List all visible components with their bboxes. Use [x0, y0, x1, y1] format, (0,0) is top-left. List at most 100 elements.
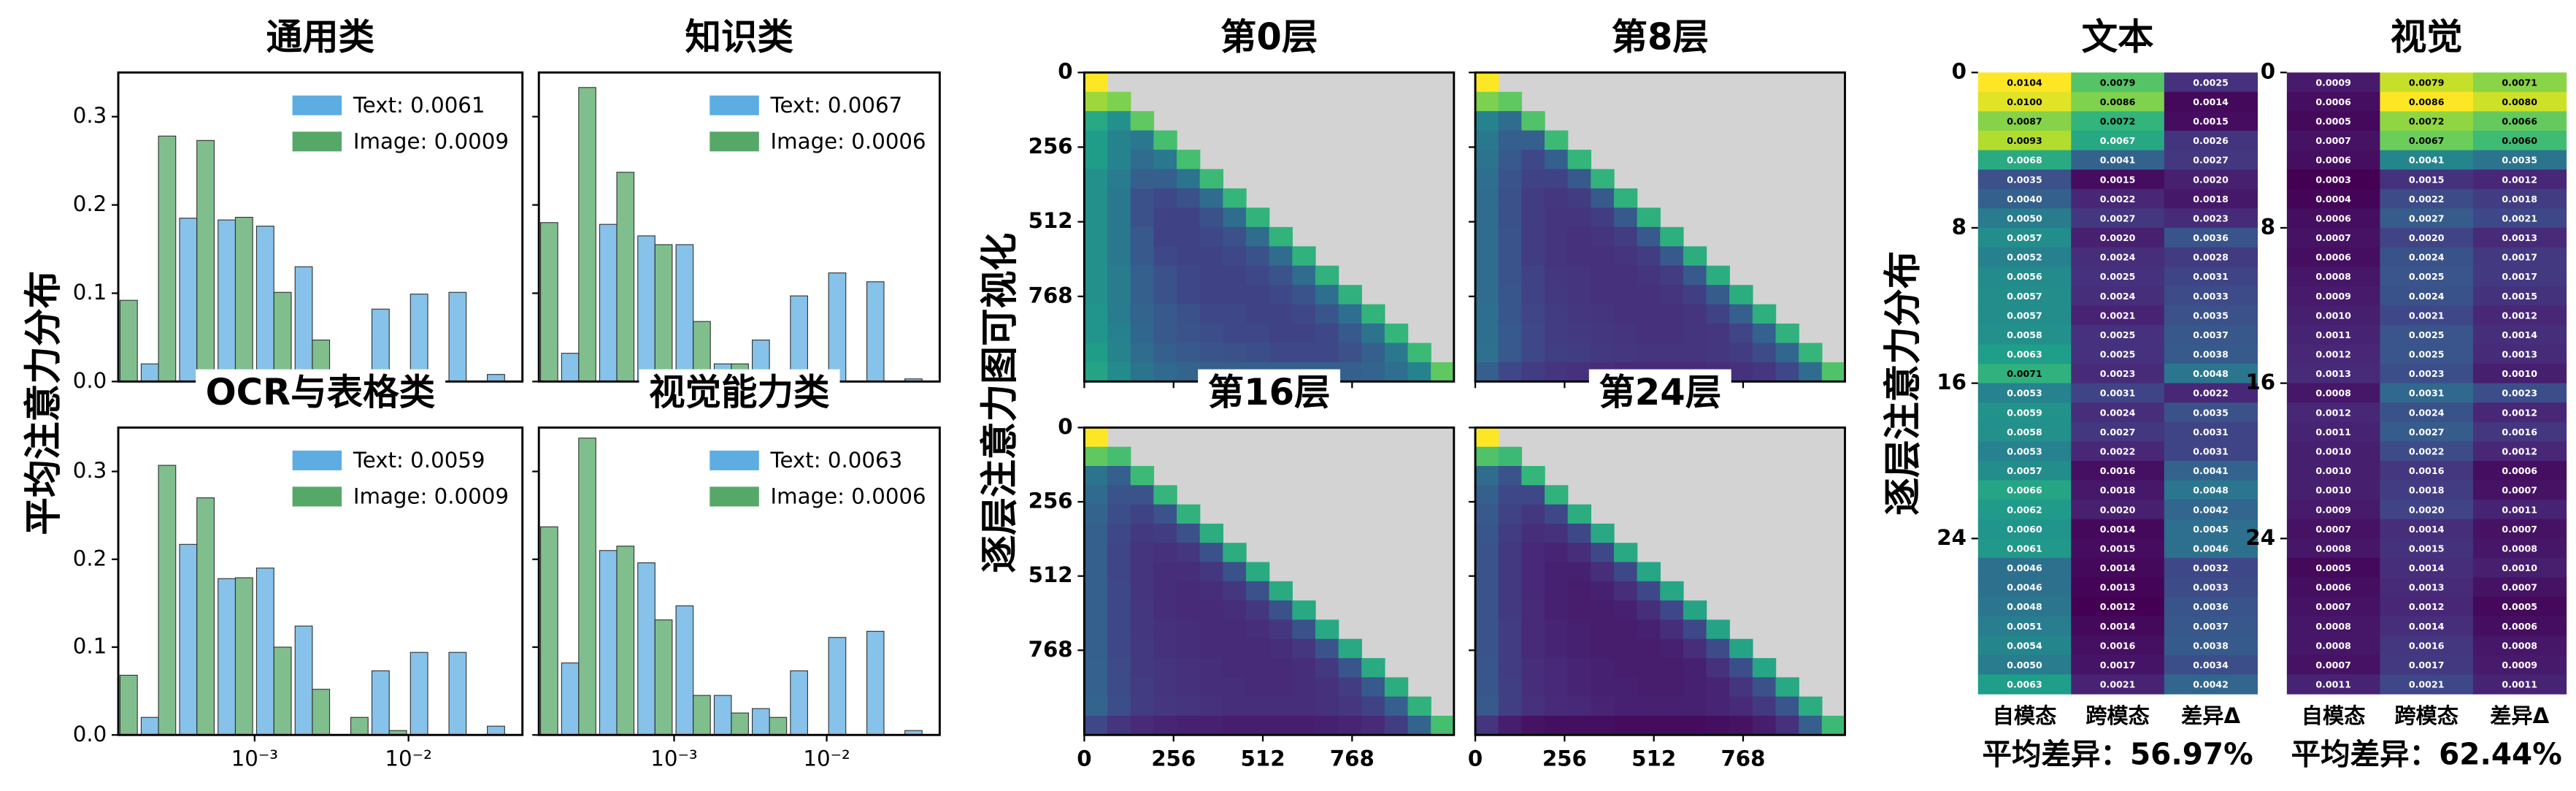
- cell-label: 0.0022: [2100, 446, 2136, 456]
- heatmap-cell: [1177, 677, 1201, 698]
- cell-label: 0.0021: [2100, 679, 2136, 690]
- heatmap-cell: [1545, 188, 1569, 209]
- heatmap-cell: [1431, 715, 1455, 735]
- y-tick-label: 0.2: [73, 546, 107, 570]
- heatmap-cell: [1130, 130, 1155, 150]
- y-tick-label: 0.0: [73, 722, 107, 746]
- cell-label: 0.0009: [2315, 77, 2351, 88]
- heatmap-cell: [1521, 207, 1545, 228]
- table-cell: [2472, 227, 2567, 248]
- heatmap-cell: [1775, 696, 1799, 717]
- heatmap-cell: [1084, 485, 1108, 505]
- heatmap-cell: [1521, 111, 1545, 131]
- heatmap-cell: [1799, 715, 1823, 735]
- heatmap-cell: [1475, 324, 1499, 344]
- heatmap-cell: [1407, 362, 1431, 383]
- cell-label: 0.0022: [2409, 446, 2445, 456]
- table-cell: [2380, 188, 2474, 210]
- axes-frame: [1474, 426, 1846, 736]
- heatmap-cell: [1130, 465, 1155, 486]
- table-cell: [2472, 305, 2567, 326]
- table-cell: [2472, 188, 2567, 210]
- heatmap-cell: [1292, 658, 1316, 679]
- heatmap-cell: [1153, 265, 1177, 286]
- heatmap-cell: [1545, 600, 1569, 621]
- heatmap-cell: [1498, 543, 1523, 563]
- cell-label: 0.0026: [2193, 135, 2229, 146]
- cell-label: 0.0016: [2100, 465, 2136, 476]
- heatmap-cell: [1153, 600, 1177, 621]
- heatmap-cell: [1269, 619, 1293, 640]
- heatmap-cell: [1521, 150, 1545, 170]
- heatmap-cell: [1613, 343, 1638, 363]
- heatmap-cell: [1613, 246, 1638, 267]
- cell-label: 0.0028: [2193, 252, 2229, 263]
- cell-label: 0.0068: [2007, 155, 2042, 166]
- table-cell: [2286, 635, 2381, 656]
- heatmap-cell: [1130, 543, 1155, 563]
- cell-label: 0.0057: [2007, 232, 2042, 243]
- table-cell: [2286, 364, 2381, 384]
- table-cell: [2380, 227, 2474, 248]
- cell-label: 0.0007: [2502, 582, 2537, 593]
- heatmap-cell: [1475, 362, 1499, 383]
- table-cell: [2164, 150, 2258, 170]
- heatmap-cell: [1177, 169, 1201, 189]
- heatmap-cell: [1199, 658, 1223, 679]
- heatmap-cell: [1729, 715, 1753, 735]
- heatmap-cell: [1567, 285, 1591, 305]
- table-cell: [1977, 150, 2072, 170]
- heatmap-cell: [1153, 658, 1177, 679]
- heatmap-cell: [1107, 169, 1131, 189]
- heatmap-cell: [1567, 562, 1591, 582]
- heatmap-cell: [1130, 111, 1155, 131]
- cell-label: 0.0021: [2409, 679, 2445, 690]
- heatmap-cell: [1177, 324, 1201, 344]
- heatmap-cell: [1498, 207, 1523, 228]
- heatmap-cell: [1292, 696, 1316, 717]
- bar: [273, 646, 292, 735]
- table-cell: [2071, 169, 2165, 190]
- cell-label: 0.0014: [2409, 524, 2445, 535]
- bar: [828, 637, 847, 735]
- cell-label: 0.0032: [2193, 562, 2229, 573]
- heatmap-cell: [1498, 581, 1523, 601]
- table-cell: [2472, 150, 2567, 170]
- heatmap-cell: [1475, 581, 1499, 601]
- cell-label: 0.0080: [2502, 96, 2537, 107]
- heatmap-cell: [1292, 265, 1316, 286]
- table-cell: [2164, 208, 2258, 229]
- table-cell: [2164, 674, 2258, 695]
- heatmap-cell: [1245, 343, 1270, 363]
- heatmap-cell: [1245, 677, 1270, 698]
- table-cell: [2286, 286, 2381, 306]
- x-tick-label: 0: [1077, 746, 1091, 771]
- table-cell: [2164, 267, 2258, 287]
- cell-label: 0.0053: [2007, 446, 2042, 456]
- heatmap-cell: [1177, 638, 1201, 659]
- heatmap-cell: [1153, 619, 1177, 640]
- heatmap-cell: [1084, 246, 1108, 267]
- bar: [637, 562, 655, 735]
- table-cell: [2164, 72, 2258, 93]
- bar: [218, 578, 237, 735]
- cell-label: 0.0022: [2193, 388, 2229, 399]
- y-tick-label: 0: [2261, 59, 2275, 84]
- table-cell: [2472, 635, 2567, 656]
- heatmap-cell: [1130, 246, 1155, 267]
- heatmap-cell: [1338, 285, 1362, 305]
- heatmap-cell: [1660, 677, 1684, 698]
- heatmap-cell: [1153, 523, 1177, 543]
- heatmap-cell: [1660, 226, 1684, 247]
- heatmap-cell: [1521, 169, 1545, 189]
- heatmap-cell: [1475, 111, 1499, 131]
- heatmap-cell: [1706, 343, 1730, 363]
- heatmap-cell: [1153, 324, 1177, 344]
- heatmap-cell: [1199, 581, 1223, 601]
- heatmap-cell: [1361, 696, 1385, 717]
- heatmap-cell: [1545, 343, 1569, 363]
- cell-label: 0.0006: [2315, 96, 2351, 107]
- x-tick-label: 10⁻²: [803, 746, 850, 771]
- heatmap-cell: [1498, 677, 1523, 698]
- cell-label: 0.0006: [2315, 582, 2351, 593]
